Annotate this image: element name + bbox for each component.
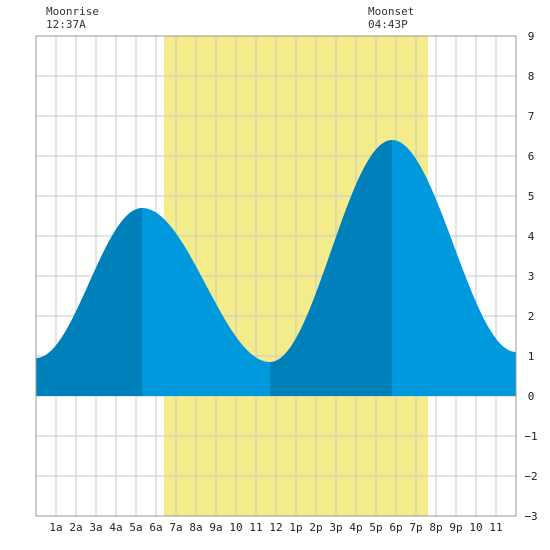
x-tick-labels: 1a 2a 3a 4a 5a 6a 7a 8a 9a 10 11 12 1p 2p 3p 4p 5p 6p 7p 8p… [49,521,502,534]
tide-falling-area [142,208,270,396]
y-tick-label: 7 [528,110,535,123]
x-tick-label: 7p [409,521,422,534]
x-tick-label: 10 [469,521,482,534]
y-tick-label: 4 [528,230,535,243]
y-tick-label: 0 [528,390,535,403]
x-tick-label: 8p [429,521,442,534]
x-tick-label: 9a [209,521,222,534]
x-tick-label: 6a [149,521,162,534]
x-tick-label: 1p [289,521,302,534]
x-tick-label: 2p [309,521,322,534]
y-tick-label: −1 [524,430,537,443]
y-tick-label: 1 [528,350,535,363]
moonset-label: Moonset [368,5,414,18]
x-tick-label: 2a [69,521,82,534]
y-tick-label: 5 [528,190,535,203]
moonrise-label: Moonrise [46,5,99,18]
tide-rising-area [36,208,142,396]
x-tick-label: 4p [349,521,362,534]
x-tick-label: 12 [269,521,282,534]
x-tick-label: 3a [89,521,102,534]
y-tick-label: 8 [528,70,535,83]
x-tick-label: 9p [449,521,462,534]
x-tick-label: 11 [489,521,502,534]
y-tick-label: 3 [528,270,535,283]
x-tick-label: 6p [389,521,402,534]
y-tick-label: −2 [524,470,537,483]
tide-falling-area [392,140,516,396]
x-tick-label: 4a [109,521,122,534]
y-tick-label: 6 [528,150,535,163]
moonrise-time: 12:37A [46,18,86,31]
x-tick-label: 8a [189,521,202,534]
y-tick-labels: −3 −2 −1 0 1 2 3 4 5 6 7 8 9 [524,30,537,523]
x-tick-label: 5p [369,521,382,534]
tide-rising-area [270,140,392,396]
y-tick-label: 9 [528,30,535,43]
x-tick-label: 11 [249,521,262,534]
x-tick-label: 10 [229,521,242,534]
x-tick-label: 3p [329,521,342,534]
y-tick-label: −3 [524,510,537,523]
x-tick-label: 5a [129,521,142,534]
y-tick-label: 2 [528,310,535,323]
x-tick-label: 7a [169,521,182,534]
x-tick-label: 1a [49,521,62,534]
moonset-time: 04:43P [368,18,408,31]
plot-border [35,35,517,517]
tide-area-layer [36,140,516,396]
